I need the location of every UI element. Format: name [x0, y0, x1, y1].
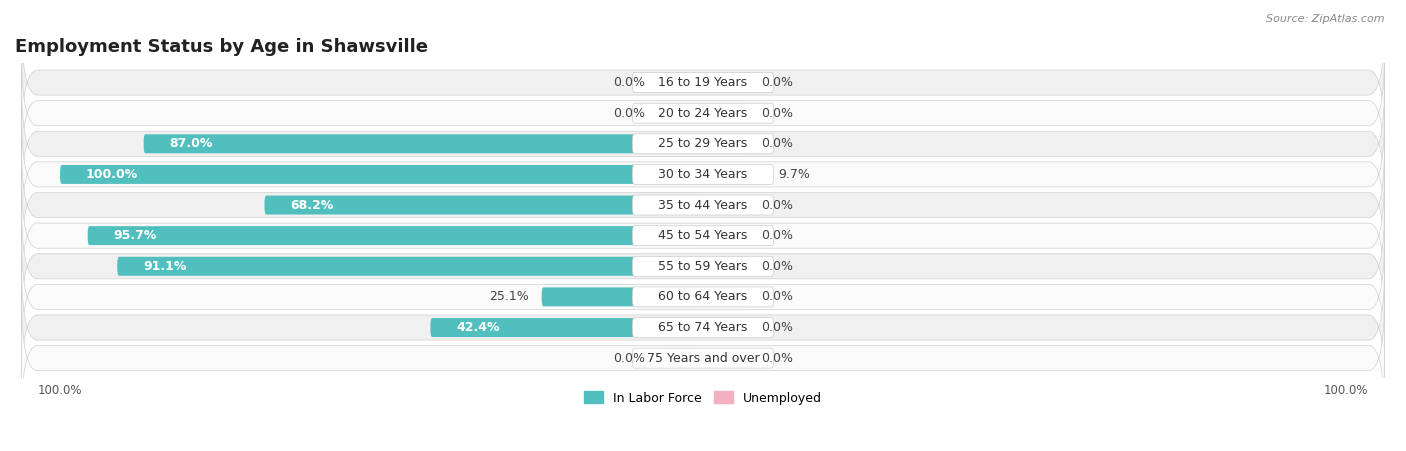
Text: 35 to 44 Years: 35 to 44 Years	[658, 198, 748, 212]
FancyBboxPatch shape	[21, 110, 1385, 239]
FancyBboxPatch shape	[21, 172, 1385, 299]
FancyBboxPatch shape	[143, 134, 703, 153]
FancyBboxPatch shape	[633, 348, 773, 368]
Legend: In Labor Force, Unemployed: In Labor Force, Unemployed	[579, 387, 827, 410]
FancyBboxPatch shape	[264, 196, 703, 215]
Text: 95.7%: 95.7%	[114, 229, 156, 242]
FancyBboxPatch shape	[117, 257, 703, 276]
FancyBboxPatch shape	[21, 141, 1385, 269]
FancyBboxPatch shape	[703, 349, 748, 368]
FancyBboxPatch shape	[703, 104, 748, 123]
Text: 0.0%: 0.0%	[761, 229, 793, 242]
FancyBboxPatch shape	[703, 134, 748, 153]
Text: 91.1%: 91.1%	[143, 260, 187, 273]
FancyBboxPatch shape	[703, 257, 748, 276]
Text: 42.4%: 42.4%	[456, 321, 499, 334]
FancyBboxPatch shape	[633, 73, 773, 92]
Text: 9.7%: 9.7%	[779, 168, 810, 181]
FancyBboxPatch shape	[21, 294, 1385, 422]
FancyBboxPatch shape	[21, 233, 1385, 361]
FancyBboxPatch shape	[633, 195, 773, 215]
Text: 0.0%: 0.0%	[761, 107, 793, 120]
Text: 75 Years and over: 75 Years and over	[647, 352, 759, 364]
Text: 0.0%: 0.0%	[761, 352, 793, 364]
FancyBboxPatch shape	[541, 287, 703, 306]
Text: 0.0%: 0.0%	[613, 107, 645, 120]
Text: 30 to 34 Years: 30 to 34 Years	[658, 168, 748, 181]
Text: 0.0%: 0.0%	[613, 352, 645, 364]
Text: Source: ZipAtlas.com: Source: ZipAtlas.com	[1267, 14, 1385, 23]
FancyBboxPatch shape	[21, 202, 1385, 330]
FancyBboxPatch shape	[21, 49, 1385, 177]
FancyBboxPatch shape	[703, 165, 765, 184]
FancyBboxPatch shape	[430, 318, 703, 337]
Text: 25 to 29 Years: 25 to 29 Years	[658, 137, 748, 150]
Text: 20 to 24 Years: 20 to 24 Years	[658, 107, 748, 120]
FancyBboxPatch shape	[633, 287, 773, 307]
Text: 0.0%: 0.0%	[761, 260, 793, 273]
FancyBboxPatch shape	[633, 226, 773, 246]
FancyBboxPatch shape	[21, 18, 1385, 147]
FancyBboxPatch shape	[87, 226, 703, 245]
Text: 100.0%: 100.0%	[86, 168, 138, 181]
FancyBboxPatch shape	[703, 196, 748, 215]
Text: 0.0%: 0.0%	[761, 137, 793, 150]
Text: 0.0%: 0.0%	[761, 290, 793, 304]
FancyBboxPatch shape	[633, 165, 773, 184]
Text: 45 to 54 Years: 45 to 54 Years	[658, 229, 748, 242]
FancyBboxPatch shape	[703, 318, 748, 337]
Text: 60 to 64 Years: 60 to 64 Years	[658, 290, 748, 304]
FancyBboxPatch shape	[658, 349, 703, 368]
FancyBboxPatch shape	[658, 104, 703, 123]
Text: 0.0%: 0.0%	[761, 76, 793, 89]
FancyBboxPatch shape	[633, 103, 773, 123]
Text: 65 to 74 Years: 65 to 74 Years	[658, 321, 748, 334]
Text: 68.2%: 68.2%	[290, 198, 333, 212]
FancyBboxPatch shape	[703, 287, 748, 306]
FancyBboxPatch shape	[633, 256, 773, 276]
FancyBboxPatch shape	[703, 73, 748, 92]
Text: 87.0%: 87.0%	[169, 137, 212, 150]
Text: 25.1%: 25.1%	[489, 290, 529, 304]
Text: Employment Status by Age in Shawsville: Employment Status by Age in Shawsville	[15, 37, 427, 55]
FancyBboxPatch shape	[60, 165, 703, 184]
Text: 0.0%: 0.0%	[761, 321, 793, 334]
Text: 0.0%: 0.0%	[613, 76, 645, 89]
FancyBboxPatch shape	[703, 226, 748, 245]
Text: 55 to 59 Years: 55 to 59 Years	[658, 260, 748, 273]
FancyBboxPatch shape	[633, 134, 773, 154]
Text: 16 to 19 Years: 16 to 19 Years	[658, 76, 748, 89]
FancyBboxPatch shape	[21, 80, 1385, 208]
Text: 0.0%: 0.0%	[761, 198, 793, 212]
FancyBboxPatch shape	[633, 318, 773, 337]
FancyBboxPatch shape	[21, 263, 1385, 391]
FancyBboxPatch shape	[658, 73, 703, 92]
